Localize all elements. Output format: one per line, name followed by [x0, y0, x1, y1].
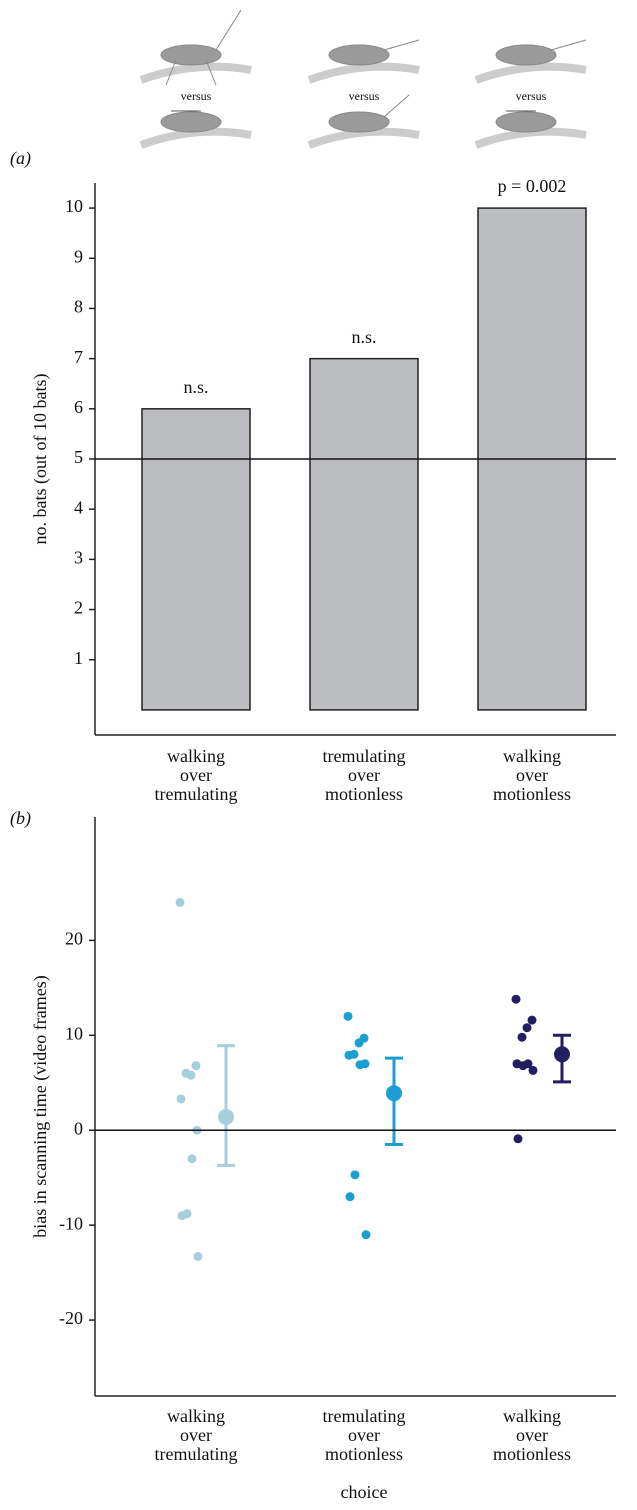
page: versus versus versus (a) 1 2 3 4 5 6 7 8 9 10 no. b… [0, 0, 637, 1510]
data-point [194, 1252, 203, 1261]
y-tick-label: 9 [74, 246, 83, 266]
data-point [176, 898, 185, 907]
panel-label: (a) [10, 148, 31, 169]
data-point [178, 1211, 187, 1220]
mean-point [554, 1046, 570, 1062]
x-axis-label: choice [341, 1482, 388, 1502]
y-tick-label: 8 [74, 297, 83, 317]
data-point [356, 1060, 365, 1069]
bar [142, 409, 250, 710]
data-point [344, 1012, 353, 1021]
y-tick-label: 10 [65, 196, 83, 216]
data-point [351, 1170, 360, 1179]
data-point [192, 1061, 201, 1070]
figure: versus versus versus (a) 1 2 3 4 5 6 7 8 9 10 no. b… [0, 0, 637, 1510]
data-point [518, 1033, 527, 1042]
annotation: p = 0.002 [498, 176, 567, 196]
annotation: n.s. [351, 327, 376, 347]
data-point [528, 1016, 537, 1025]
data-point [177, 1094, 186, 1103]
illustrations [141, 10, 586, 145]
y-tick-label: -10 [59, 1213, 83, 1233]
data-point [519, 1061, 528, 1070]
data-point [355, 1038, 364, 1047]
annotation: n.s. [183, 377, 208, 397]
y-axis-label: no. bats (out of 10 bats) [30, 374, 51, 545]
mean-point [386, 1085, 402, 1101]
data-point [188, 1154, 197, 1163]
y-tick-label: 4 [74, 497, 83, 517]
y-axis-label: bias in scanning time (video frames) [30, 975, 51, 1237]
versus-label: versus [181, 89, 212, 103]
y-tick-label: 5 [74, 447, 83, 467]
y-tick-label: 7 [74, 347, 83, 367]
data-point [514, 1134, 523, 1143]
bar [310, 359, 418, 710]
data-point [362, 1230, 371, 1239]
data-point [523, 1023, 532, 1032]
y-tick-label: 2 [74, 598, 83, 618]
mean-point [218, 1109, 234, 1125]
y-tick-label: 6 [74, 397, 83, 417]
data-point [512, 995, 521, 1004]
panel-label: (b) [10, 808, 31, 829]
versus-label: versus [516, 89, 547, 103]
y-tick-label: 1 [74, 648, 83, 668]
data-point [345, 1051, 354, 1060]
versus-label: versus [349, 89, 380, 103]
y-tick-label: 0 [74, 1118, 83, 1138]
data-point [346, 1192, 355, 1201]
y-tick-label: -20 [59, 1308, 83, 1328]
data-point [182, 1069, 191, 1078]
y-tick-label: 10 [65, 1023, 83, 1043]
y-tick-label: 3 [74, 547, 83, 567]
y-tick-label: 20 [65, 929, 83, 949]
